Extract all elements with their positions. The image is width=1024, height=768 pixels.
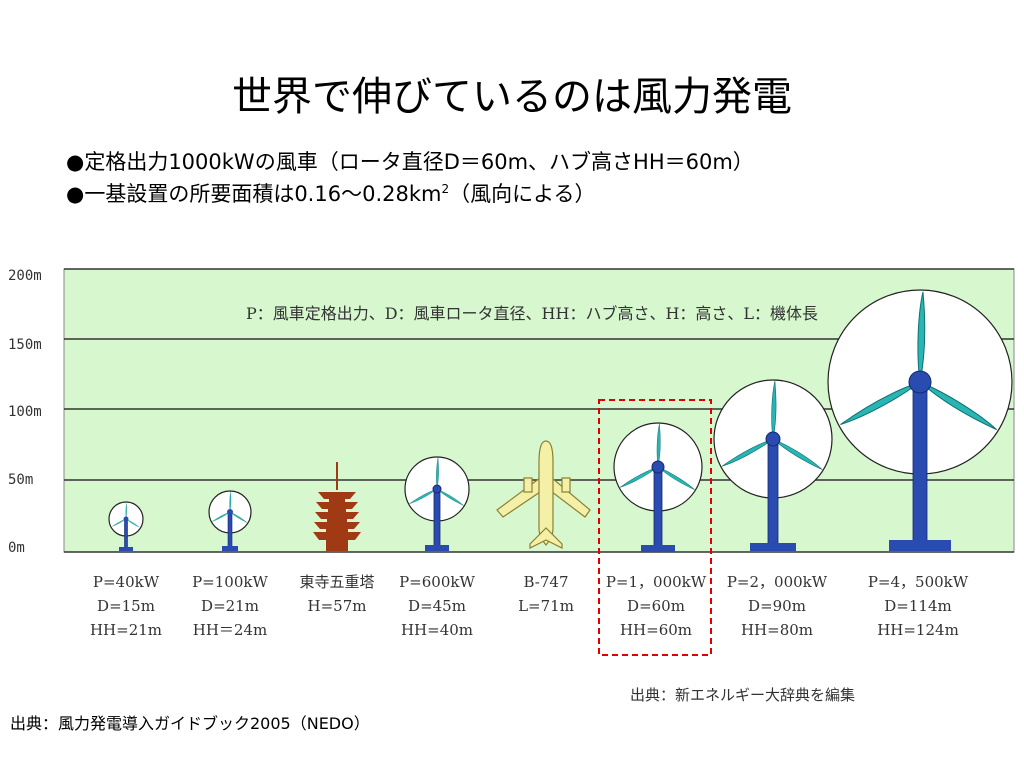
label-line: HH=60m [619, 621, 693, 639]
label-line: H=57m [307, 597, 367, 615]
label-line: D=60m [627, 597, 685, 615]
page-title: 世界で伸びているのは風力発電 [232, 74, 792, 120]
label-line: HH=80m [740, 621, 814, 639]
highlight-box-1000kw [598, 399, 712, 656]
label-line: HH=124m [877, 621, 959, 639]
label-line: HH＝24m [192, 621, 268, 639]
label-turbine-40kw: P=40kW D=15m HH=21m [71, 570, 181, 642]
label-line: D=21m [201, 597, 259, 615]
axis-label-100m: 100m [8, 404, 42, 420]
bullet-area-superscript: 2 [441, 182, 450, 196]
bullet-rated-output: ●定格出力1000kWの風車（ロータ直径D＝60m、ハブ高さHH＝60m） [66, 150, 754, 174]
turbine-100kw [208, 490, 252, 551]
bullet-area-text: ●一基設置の所要面積は0.16～0.28km [66, 182, 442, 206]
label-line: HH=40m [400, 621, 474, 639]
label-line: P=40kW [92, 573, 160, 591]
axis-label-0m: 0m [8, 540, 25, 556]
turbine-40kw [108, 501, 144, 551]
label-line: D=15m [97, 597, 155, 615]
legend: P：風車定格出力、D：風車ロータ直径、HH：ハブ高さ、H：高さ、L：機体長 [245, 304, 819, 323]
turbine-2000kw [713, 379, 833, 551]
bullet-area: ●一基設置の所要面積は0.16～0.28km2（風向による） [66, 178, 595, 208]
pagoda-toji [313, 462, 361, 551]
label-line: B-747 [523, 573, 569, 591]
label-turbine-600kw: P=600kW D=45m HH=40m [382, 570, 492, 642]
label-line: D=45m [408, 597, 466, 615]
label-turbine-1000kw: P=1，000kW D=60m HH=60m [601, 570, 711, 642]
turbine-1000kw [613, 422, 703, 552]
axis-label-150m: 150m [8, 337, 42, 353]
image-credit: 出典：新エネルギー大辞典を編集 [630, 686, 856, 704]
label-turbine-2000kw: P=2，000kW D=90m HH=80m [722, 570, 832, 642]
label-line: D=114m [884, 597, 952, 615]
label-line: P=1，000kW [605, 573, 707, 591]
bullet-area-tail: （風向による） [449, 182, 596, 206]
turbine-600kw [404, 456, 470, 551]
turbine-4500kw [827, 289, 1013, 551]
label-line: HH=21m [89, 621, 163, 639]
label-line: 東寺五重塔 [299, 573, 375, 591]
label-line: P=4，500kW [867, 573, 969, 591]
label-line: P=2，000kW [726, 573, 828, 591]
airplane-b747 [496, 440, 591, 549]
source-citation: 出典：風力発電導入ガイドブック2005（NEDO） [10, 714, 370, 733]
label-airplane: B-747 L=71m [491, 570, 601, 618]
label-line: P=600kW [399, 573, 475, 591]
label-line: P=100kW [192, 573, 268, 591]
axis-label-200m: 200m [8, 268, 42, 284]
label-line: D=90m [748, 597, 806, 615]
label-turbine-100kw: P=100kW D=21m HH＝24m [175, 570, 285, 642]
label-line: L=71m [518, 597, 574, 615]
label-turbine-4500kw: P=4，500kW D=114m HH=124m [863, 570, 973, 642]
label-pagoda: 東寺五重塔 H=57m [282, 570, 392, 618]
axis-label-50m: 50m [8, 472, 34, 488]
